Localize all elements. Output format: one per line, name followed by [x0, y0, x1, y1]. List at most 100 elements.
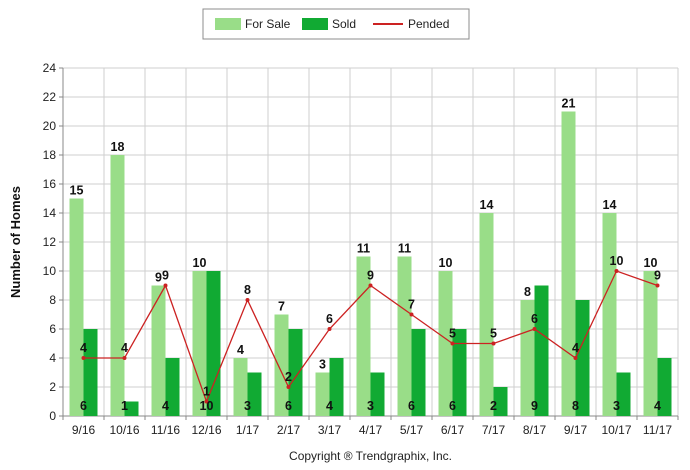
bar-for-sale-5-17[interactable] [397, 256, 412, 417]
label-pended-3-17: 6 [326, 312, 333, 326]
bar-for-sale-11-17[interactable] [643, 271, 658, 416]
point-pended-10-16[interactable] [122, 356, 127, 360]
point-pended-11-16[interactable] [163, 283, 168, 288]
bar-for-sale-2-17[interactable] [274, 314, 289, 417]
bar-for-sale-6-17[interactable] [438, 271, 453, 416]
label-for-sale-8-17: 8 [524, 285, 531, 299]
bar-for-sale-8-17[interactable] [520, 300, 535, 416]
point-pended-12-16[interactable] [204, 399, 209, 404]
bar-for-sale-1-17[interactable] [233, 358, 248, 416]
label-for-sale-1-17: 4 [237, 343, 244, 357]
label-sold-2-17: 6 [285, 399, 292, 413]
y-tick-label: 22 [43, 90, 57, 104]
bar-sold-11-16[interactable] [165, 358, 180, 416]
label-sold-7-17: 2 [490, 399, 497, 413]
legend-label-sold: Sold [332, 17, 356, 31]
label-pended-6-17: 5 [449, 327, 456, 341]
label-pended-10-16: 4 [121, 341, 128, 355]
bar-for-sale-10-16[interactable] [110, 155, 125, 416]
legend-label-for-sale: For Sale [245, 17, 291, 31]
x-tick-label-9-17: 9/17 [564, 423, 588, 437]
bar-sold-9-16[interactable] [83, 329, 98, 416]
bar-sold-7-17[interactable] [493, 387, 508, 416]
bar-sold-12-16[interactable] [206, 271, 221, 416]
label-sold-10-16: 1 [121, 399, 128, 413]
point-pended-9-16[interactable] [81, 356, 86, 360]
bar-sold-1-17[interactable] [247, 372, 262, 417]
label-for-sale-11-17: 10 [644, 256, 658, 270]
point-pended-7-17[interactable] [491, 341, 496, 346]
x-tick-label-8-17: 8/17 [523, 423, 547, 437]
y-tick-label: 8 [49, 293, 56, 307]
label-pended-9-16: 4 [80, 341, 87, 355]
bar-for-sale-3-17[interactable] [315, 372, 330, 417]
label-pended-4-17: 9 [367, 269, 374, 283]
x-tick-label-5-17: 5/17 [400, 423, 424, 437]
bar-sold-9-17[interactable] [575, 300, 590, 416]
bar-sold-10-17[interactable] [616, 372, 631, 417]
label-pended-11-17: 9 [654, 269, 661, 283]
label-sold-5-17: 6 [408, 399, 415, 413]
legend-swatch-for-sale [215, 18, 241, 30]
bar-sold-6-17[interactable] [452, 329, 467, 416]
point-pended-6-17[interactable] [450, 341, 455, 346]
label-for-sale-5-17: 11 [398, 242, 411, 256]
label-pended-12-16: 1 [203, 385, 210, 399]
y-axis-label: Number of Homes [8, 186, 23, 298]
label-pended-5-17: 7 [408, 298, 415, 312]
label-sold-6-17: 6 [449, 399, 456, 413]
legend-label-pended: Pended [408, 17, 449, 31]
label-pended-9-17: 4 [572, 341, 579, 355]
x-tick-label-6-17: 6/17 [441, 423, 465, 437]
x-tick-label-1-17: 1/17 [236, 423, 260, 437]
bar-sold-10-16[interactable] [124, 401, 139, 417]
x-tick-label-11-17: 11/17 [643, 423, 672, 437]
bar-sold-5-17[interactable] [411, 329, 426, 416]
bar-for-sale-9-16[interactable] [69, 198, 84, 417]
bar-for-sale-9-17[interactable] [561, 111, 576, 417]
label-sold-11-16: 4 [162, 399, 169, 413]
point-pended-9-17[interactable] [573, 356, 578, 360]
bar-sold-11-17[interactable] [657, 358, 672, 416]
point-pended-5-17[interactable] [409, 312, 414, 317]
bar-for-sale-12-16[interactable] [192, 271, 207, 416]
x-tick-label-11-16: 11/16 [151, 423, 180, 437]
bar-for-sale-10-17[interactable] [602, 213, 617, 416]
label-sold-9-16: 6 [80, 399, 87, 413]
point-pended-8-17[interactable] [532, 327, 537, 331]
label-for-sale-10-16: 18 [111, 140, 125, 154]
bar-sold-2-17[interactable] [288, 329, 303, 416]
x-tick-label-10-16: 10/16 [109, 423, 139, 437]
point-pended-11-17[interactable] [655, 283, 660, 288]
point-pended-4-17[interactable] [368, 283, 373, 288]
label-sold-3-17: 4 [326, 399, 333, 413]
label-sold-11-17: 4 [654, 399, 661, 413]
label-sold-1-17: 3 [244, 399, 251, 413]
legend-swatch-sold [302, 18, 328, 30]
label-for-sale-9-16: 15 [70, 184, 84, 198]
label-for-sale-4-17: 11 [357, 242, 370, 256]
point-pended-2-17[interactable] [286, 385, 291, 389]
label-pended-7-17: 5 [490, 327, 497, 341]
bar-sold-3-17[interactable] [329, 358, 344, 416]
label-for-sale-3-17: 3 [319, 358, 326, 372]
label-sold-9-17: 8 [572, 399, 579, 413]
x-tick-label-3-17: 3/17 [318, 423, 342, 437]
legend-box [202, 8, 470, 40]
point-pended-1-17[interactable] [245, 298, 250, 302]
y-tick-label: 4 [49, 351, 56, 365]
bar-sold-8-17[interactable] [534, 285, 549, 417]
y-tick-label: 0 [49, 409, 56, 423]
data-labels: 1561819410104376341131161061428921814310… [70, 97, 661, 414]
x-tick-label-2-17: 2/17 [277, 423, 301, 437]
point-pended-3-17[interactable] [327, 327, 332, 331]
bar-sold-4-17[interactable] [370, 372, 385, 417]
bar-for-sale-7-17[interactable] [479, 213, 494, 416]
y-tick-label: 6 [49, 322, 56, 336]
label-for-sale-7-17: 14 [480, 198, 494, 212]
point-pended-10-17[interactable] [614, 269, 619, 273]
y-tick-label: 10 [43, 264, 57, 278]
bar-for-sale-11-16[interactable] [151, 285, 166, 417]
